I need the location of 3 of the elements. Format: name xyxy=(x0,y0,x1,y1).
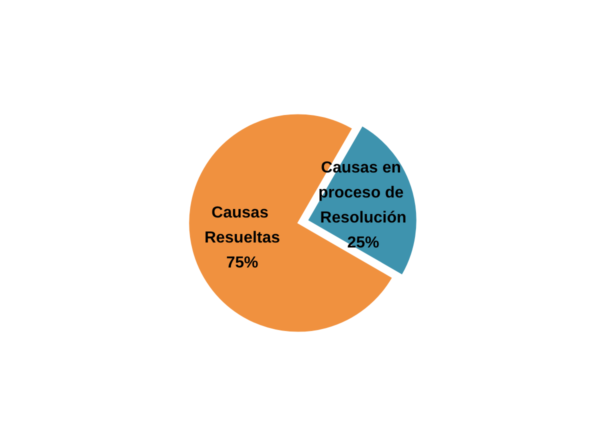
data-label: 25% xyxy=(347,234,380,252)
data-label: 75% xyxy=(226,254,258,272)
slice-label: Causas Resueltas xyxy=(204,204,280,246)
